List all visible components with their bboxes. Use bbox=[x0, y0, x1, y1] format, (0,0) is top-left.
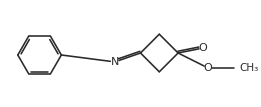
Text: O: O bbox=[198, 43, 207, 53]
Text: CH₃: CH₃ bbox=[239, 63, 259, 73]
Text: O: O bbox=[203, 63, 212, 73]
Text: N: N bbox=[111, 57, 119, 67]
